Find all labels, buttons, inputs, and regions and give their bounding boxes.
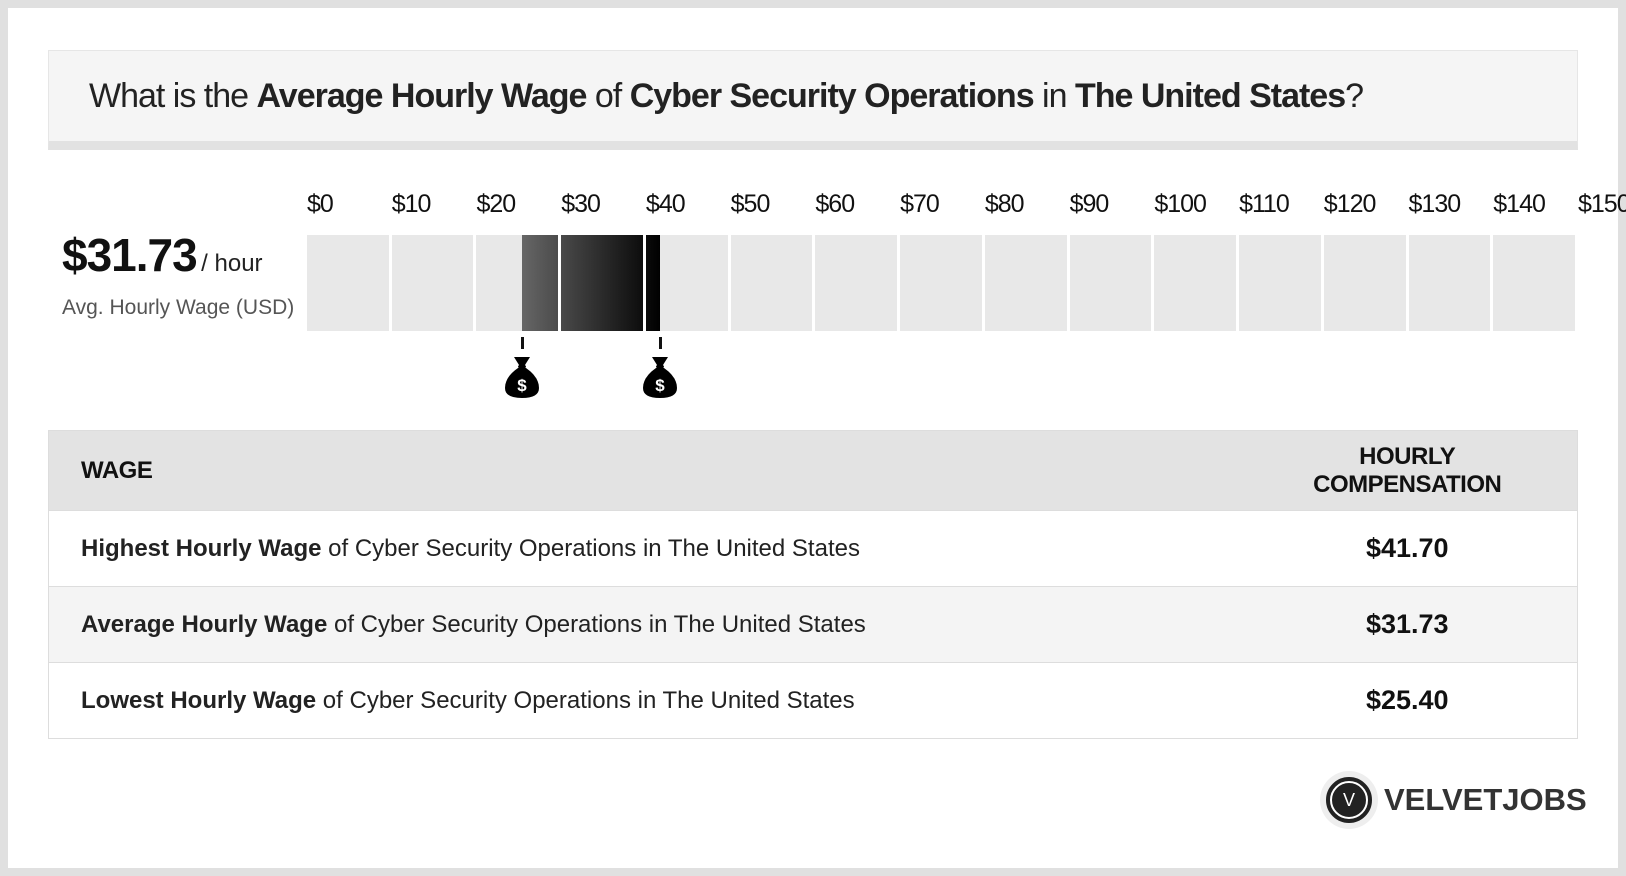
bar-segment — [561, 235, 643, 331]
bar-segment — [307, 235, 389, 331]
average-summary: $31.73 / hour Avg. Hourly Wage (USD) — [62, 228, 294, 320]
tick-label: $30 — [561, 190, 601, 218]
tick-label: $100 — [1154, 190, 1207, 218]
money-bag-marker: $ — [640, 337, 680, 404]
tick-label: $0 — [307, 190, 334, 218]
wage-table: WAGE HOURLY COMPENSATION Highest Hourly … — [48, 430, 1578, 739]
tick-label: $130 — [1408, 190, 1462, 218]
bar-segment — [984, 235, 1067, 331]
tick-label: $120 — [1323, 190, 1377, 218]
table-row: Average Hourly Wage of Cyber Security Op… — [48, 586, 1578, 663]
money-bag-icon: $ — [505, 357, 540, 398]
money-bag-marker: $ — [502, 337, 542, 404]
bar-segment — [730, 235, 813, 331]
page-title: What is the Average Hourly Wage of Cyber… — [48, 50, 1578, 150]
tick-label: $50 — [730, 190, 771, 218]
table-row: Lowest Hourly Wage of Cyber Security Ope… — [48, 662, 1578, 739]
bar-segment — [1408, 235, 1491, 331]
bar-segment — [1493, 235, 1575, 331]
bar-segment — [1154, 235, 1237, 331]
tick-label: $90 — [1069, 190, 1110, 218]
tick-label: $40 — [645, 190, 686, 218]
svg-text:$: $ — [656, 376, 666, 395]
average-label: Avg. Hourly Wage (USD) — [62, 296, 295, 319]
bar-segment — [815, 235, 898, 331]
tick-label: $10 — [391, 190, 432, 218]
bar-segment — [645, 235, 728, 331]
bar-segment — [476, 235, 559, 331]
header-compensation: HOURLY COMPENSATION — [1237, 430, 1578, 511]
bar-segment — [1069, 235, 1152, 331]
range-fill — [522, 235, 559, 331]
marker-tick — [658, 337, 662, 349]
tick-label: $110 — [1239, 190, 1290, 218]
average-unit: / hour — [201, 250, 263, 277]
svg-text:$: $ — [517, 376, 527, 395]
average-value: $31.73 — [62, 229, 198, 281]
wage-range-bar — [307, 235, 1578, 331]
bar-segment — [391, 235, 474, 331]
money-bag-icon: $ — [643, 357, 678, 398]
table-row: Highest Hourly Wage of Cyber Security Op… — [48, 510, 1578, 587]
tick-label: $70 — [900, 190, 940, 218]
tick-label: $150+ — [1578, 190, 1626, 218]
marker-tick — [520, 337, 524, 349]
bar-segment — [900, 235, 982, 331]
logo-icon: V — [1322, 773, 1376, 827]
tick-label: $140 — [1493, 190, 1546, 218]
bar-segment — [1239, 235, 1321, 331]
range-fill — [561, 235, 643, 331]
range-fill — [645, 235, 661, 331]
tick-label: $20 — [476, 190, 516, 218]
bar-segment — [1323, 235, 1406, 331]
header-wage: WAGE — [48, 430, 1238, 511]
velvetjobs-logo[interactable]: V VELVETJOBS — [1322, 773, 1587, 827]
tick-label: $80 — [984, 190, 1025, 218]
tick-label: $60 — [815, 190, 855, 218]
